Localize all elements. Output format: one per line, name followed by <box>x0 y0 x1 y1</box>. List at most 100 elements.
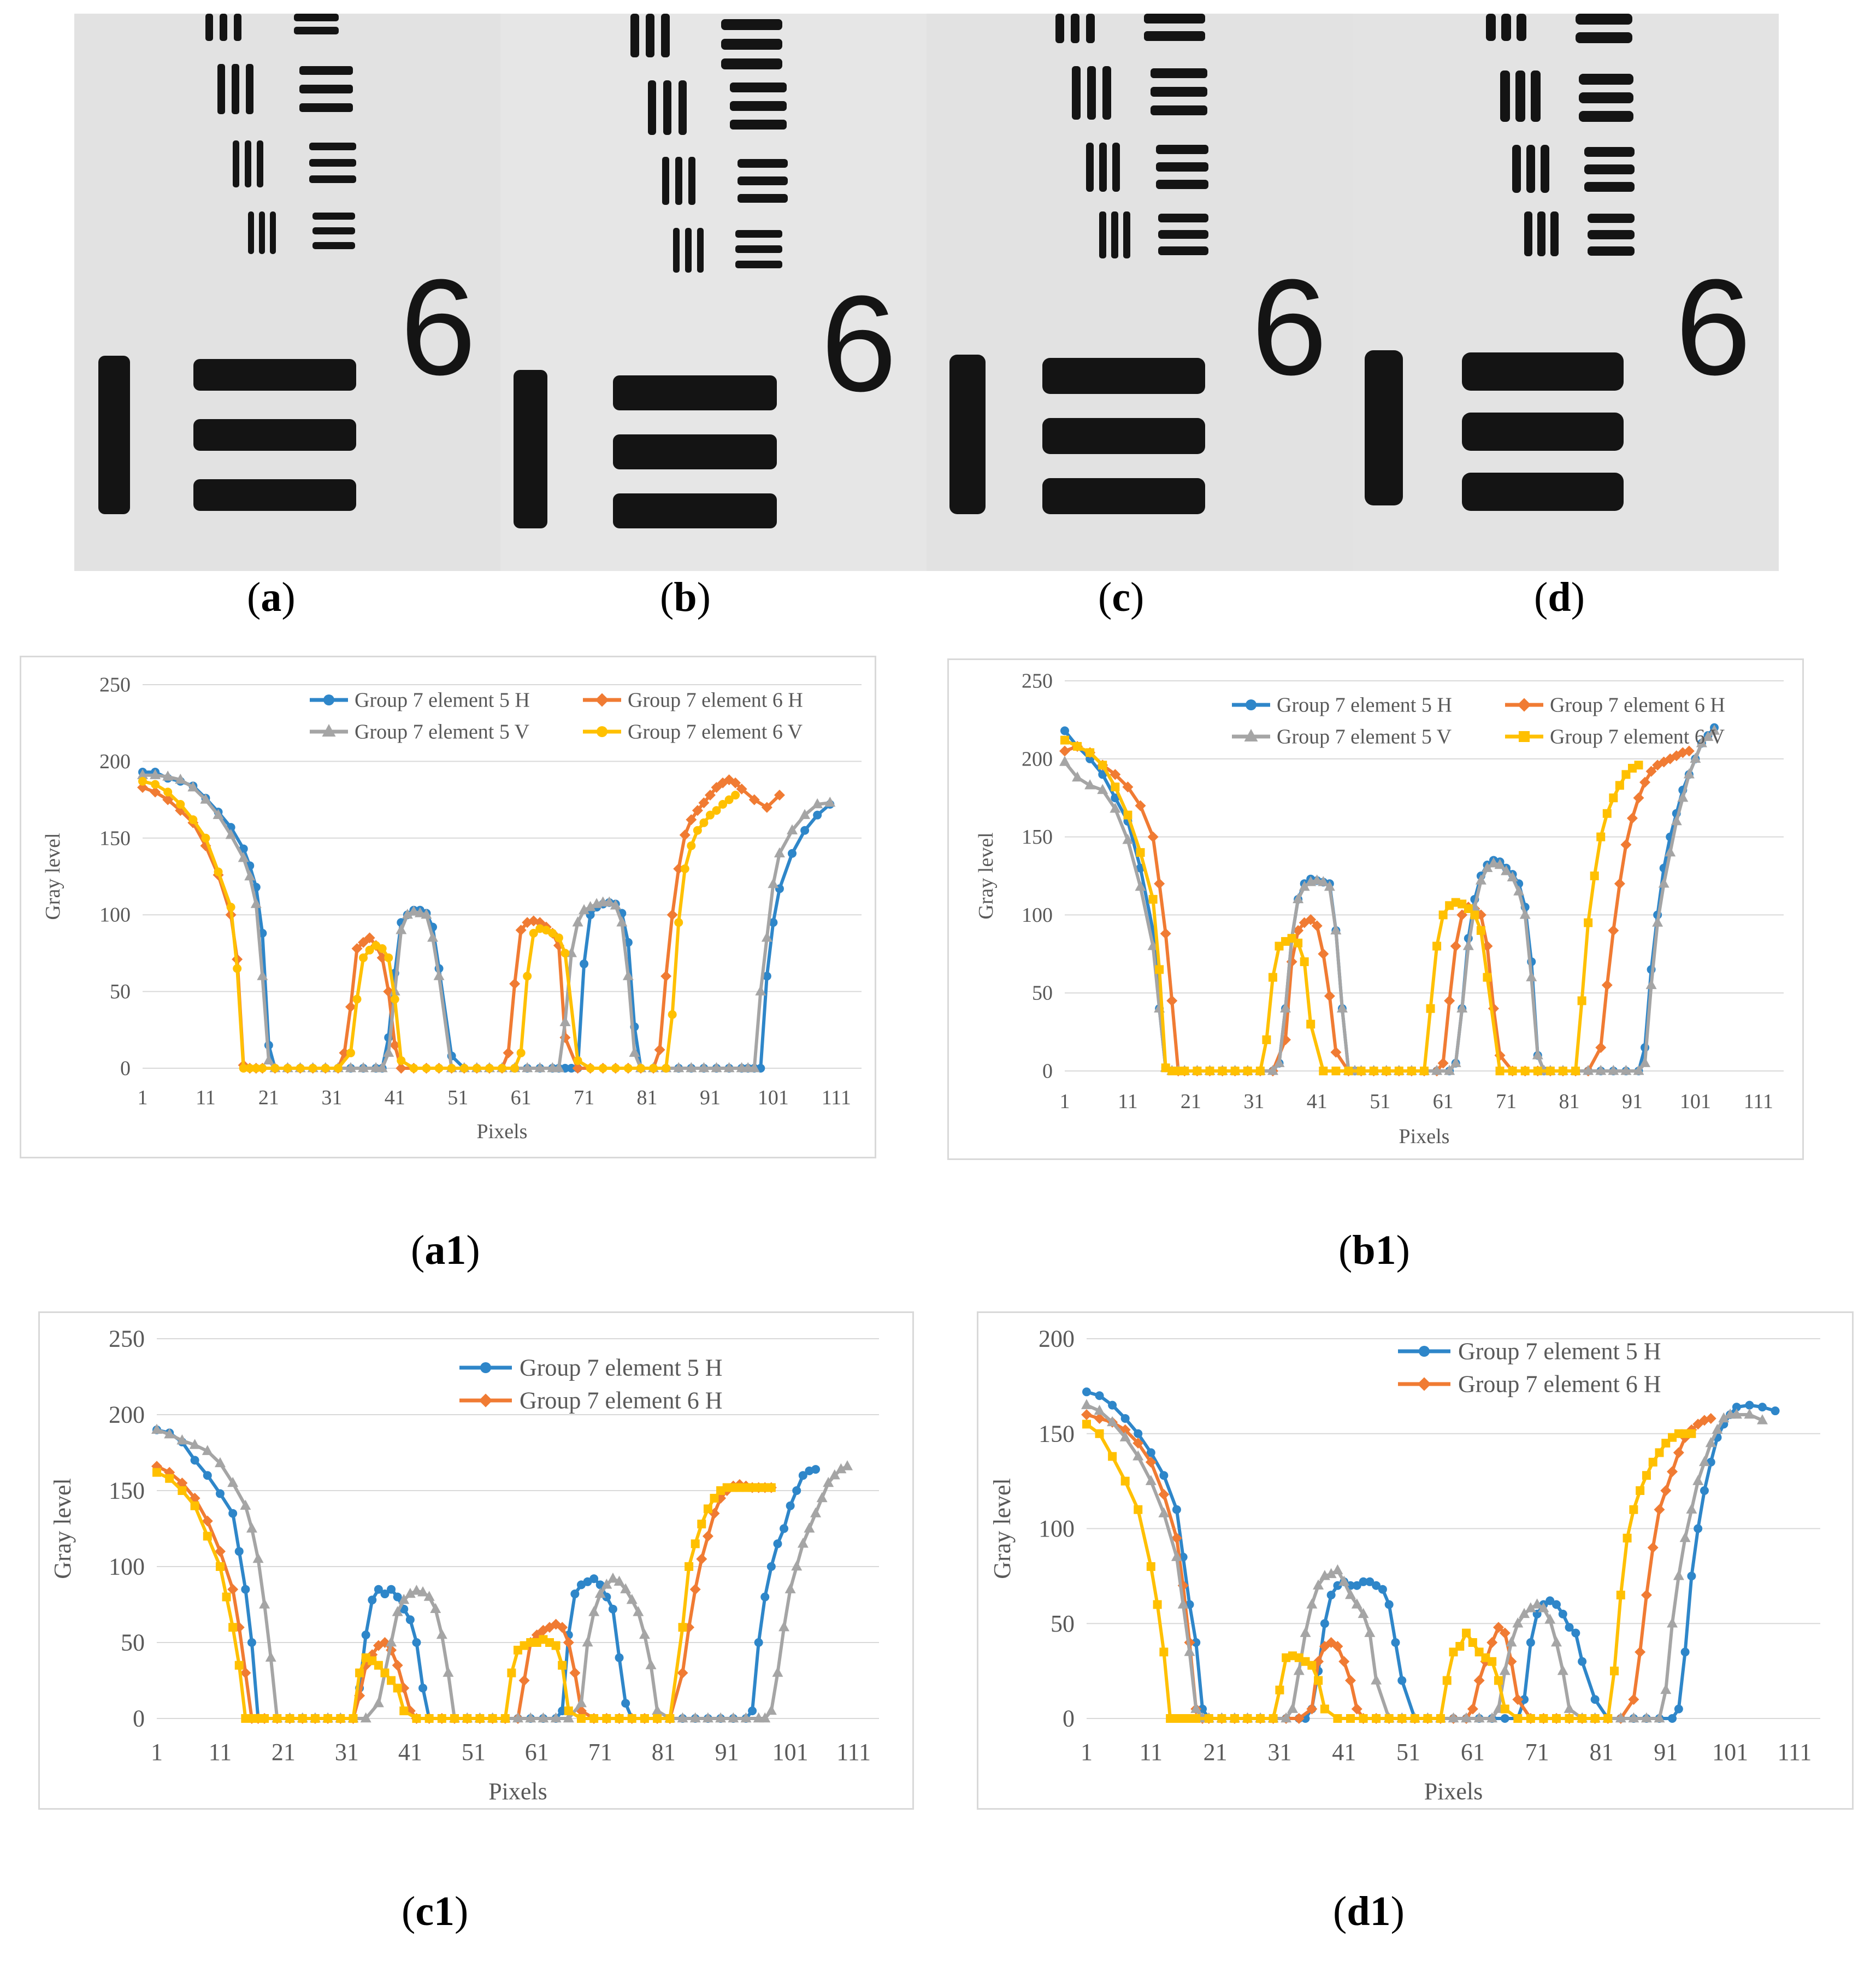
d1-data-point <box>1332 1640 1343 1652</box>
a1-data-point <box>510 1064 520 1073</box>
b1-data-point <box>1148 894 1158 904</box>
d1-data-point <box>1526 1714 1535 1723</box>
a1-data-point <box>668 1010 677 1019</box>
b1-legend-label: Group 7 element 5 H <box>1277 694 1452 717</box>
c1-data-point <box>374 1585 383 1594</box>
c1-data-point <box>550 1618 562 1630</box>
c1-data-point <box>405 1615 415 1624</box>
a1-data-point <box>787 824 798 834</box>
a1-data-point <box>800 826 810 835</box>
a1-data-point <box>258 1064 267 1073</box>
b1-series-line <box>1064 745 1690 1073</box>
b1-data-point <box>1356 1067 1366 1075</box>
c1-data-point <box>234 1547 244 1556</box>
d1-xtick-label: 31 <box>1267 1739 1291 1765</box>
d1-data-point <box>1623 1533 1632 1543</box>
b1-data-point <box>1519 909 1531 919</box>
d1-data-point <box>1191 1638 1201 1647</box>
a1-data-point <box>567 1064 576 1073</box>
a1-data-point <box>523 972 532 981</box>
c1-data-point <box>507 1668 516 1677</box>
c1-ytick-label: 50 <box>121 1629 145 1656</box>
c1-data-point <box>589 1714 599 1723</box>
c1-data-point <box>835 1463 847 1474</box>
d1-data-point <box>1551 1600 1561 1609</box>
b1-data-point <box>1696 737 1707 747</box>
d1-data-point <box>1346 1714 1355 1723</box>
c1-data-point <box>602 1592 611 1602</box>
d1-data-point <box>1134 1429 1143 1438</box>
c1-data-point <box>588 1606 600 1616</box>
a1-xtick-label: 91 <box>700 1086 721 1109</box>
c1-data-point <box>780 1524 789 1533</box>
c1-data-point <box>368 1596 377 1605</box>
a1-xtick-label: 31 <box>321 1086 342 1109</box>
b1-data-point <box>1293 925 1304 936</box>
d1-data-point <box>1756 1414 1768 1424</box>
d1-xtick-label: 41 <box>1332 1739 1356 1765</box>
b1-data-point <box>1318 948 1329 959</box>
a1-data-point <box>214 867 223 876</box>
a1-data-point <box>176 800 185 809</box>
b1-data-point <box>1677 792 1689 802</box>
a1-data-point <box>748 794 760 805</box>
b1-data-point <box>1634 761 1643 770</box>
b1-data-point <box>1608 925 1619 936</box>
b1-ytick-label: 150 <box>1022 826 1053 849</box>
d1-data-point <box>1243 1714 1252 1723</box>
d1-data-point <box>1172 1505 1181 1514</box>
a1-data-point <box>788 849 797 858</box>
b1-xtick-label: 51 <box>1370 1090 1390 1113</box>
a1-data-point <box>799 809 811 819</box>
c1-data-point <box>702 1712 713 1723</box>
b1-data-point <box>1558 1067 1567 1075</box>
a1-data-point <box>213 809 224 819</box>
c1-data-point <box>525 1712 536 1723</box>
a1-data-point <box>553 1062 564 1073</box>
a1-xtick-label: 111 <box>822 1086 851 1109</box>
d1-data-point <box>1660 1485 1672 1496</box>
b1-data-point <box>1450 1057 1461 1067</box>
b1-legend-label: Group 7 element 6 V <box>1550 726 1725 749</box>
c1-data-point <box>601 1579 612 1589</box>
a1-ytick-label: 150 <box>99 827 131 850</box>
c1-ytick-label: 0 <box>133 1705 145 1732</box>
a1-data-point <box>421 909 432 919</box>
d1-data-point <box>1159 1471 1169 1480</box>
c1-data-point <box>786 1501 795 1510</box>
d1-data-point <box>1694 1524 1703 1533</box>
b1-data-point <box>1438 910 1448 920</box>
a1-ytick-label: 50 <box>110 980 131 1003</box>
c1-data-point <box>152 1468 161 1477</box>
d1-data-point <box>1326 1591 1336 1600</box>
a1-series-line <box>143 773 830 1070</box>
b1-data-point <box>1482 862 1493 872</box>
c1-data-point <box>691 1539 700 1549</box>
c1-ytick-label: 200 <box>109 1402 145 1428</box>
c1-data-point <box>164 1467 175 1478</box>
a1-data-point <box>572 916 583 927</box>
b1-data-point <box>1084 779 1096 790</box>
d1-data-point <box>1488 1657 1497 1666</box>
c1-data-point <box>748 1706 757 1716</box>
d1-data-point <box>1119 1424 1131 1435</box>
d1-data-point <box>1423 1714 1432 1723</box>
b1-xtick-label: 31 <box>1243 1090 1264 1113</box>
d1-data-point <box>1500 1714 1509 1723</box>
a1-data-point <box>251 1064 261 1073</box>
d1-data-point <box>1333 1581 1342 1590</box>
b1-data-point <box>1571 1067 1580 1075</box>
d1-data-point <box>1564 1703 1575 1713</box>
a1-data-point <box>225 828 237 839</box>
c1-data-point <box>387 1676 396 1685</box>
a1-data-point <box>422 1064 431 1073</box>
b1-legend-label: Group 7 element 6 H <box>1550 694 1725 717</box>
d1-data-point <box>1486 1712 1498 1723</box>
a1-data-point <box>573 1056 582 1065</box>
a1-data-point <box>427 932 439 942</box>
panel-label-c1: (c1) <box>402 1888 469 1934</box>
b1-data-point <box>1658 878 1669 888</box>
c1-data-point <box>500 1714 510 1723</box>
c1-data-point <box>569 1667 581 1679</box>
b1-data-point <box>1690 752 1701 763</box>
